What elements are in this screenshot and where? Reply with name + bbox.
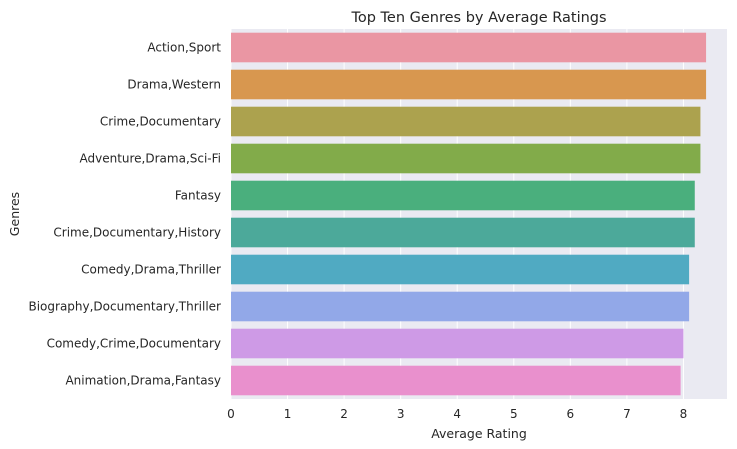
x-axis-title: Average Rating [431, 426, 527, 441]
y-tick-label: Drama,Western [127, 78, 221, 92]
bar [231, 69, 707, 100]
bar [231, 254, 690, 285]
bar [231, 106, 701, 137]
x-tick-label: 0 [227, 407, 235, 421]
bar [231, 328, 684, 359]
x-tick-label: 8 [680, 407, 688, 421]
y-tick-label: Action,Sport [147, 41, 221, 55]
chart-title: Top Ten Genres by Average Ratings [350, 10, 606, 26]
y-tick-label: Adventure,Drama,Sci-Fi [79, 152, 221, 166]
bar [231, 180, 695, 211]
bar [231, 32, 707, 63]
x-tick-label: 3 [397, 407, 405, 421]
x-tick-label: 7 [623, 407, 631, 421]
x-tick-label: 6 [567, 407, 575, 421]
y-tick-label: Biography,Documentary,Thriller [28, 300, 221, 314]
y-axis-title: Genres [7, 192, 22, 236]
bar [231, 143, 701, 174]
y-tick-label: Crime,Documentary,History [53, 226, 221, 240]
x-tick-label: 4 [453, 407, 461, 421]
bar [231, 365, 681, 396]
y-tick-label: Comedy,Drama,Thriller [81, 263, 221, 277]
x-tick-label: 2 [340, 407, 348, 421]
bar [231, 217, 695, 248]
x-tick-label: 5 [510, 407, 518, 421]
y-tick-label: Crime,Documentary [100, 115, 221, 129]
y-tick-labels: Action,Sport Drama,Western Crime,Documenta… [28, 41, 221, 388]
y-tick-label: Comedy,Crime,Documentary [47, 337, 221, 351]
y-tick-label: Fantasy [175, 189, 221, 203]
y-tick-label: Animation,Drama,Fantasy [65, 374, 221, 388]
x-tick-labels: 0 1 2 3 4 5 6 7 8 [227, 407, 687, 421]
bar [231, 291, 690, 322]
x-tick-label: 1 [284, 407, 292, 421]
bars [231, 32, 707, 396]
